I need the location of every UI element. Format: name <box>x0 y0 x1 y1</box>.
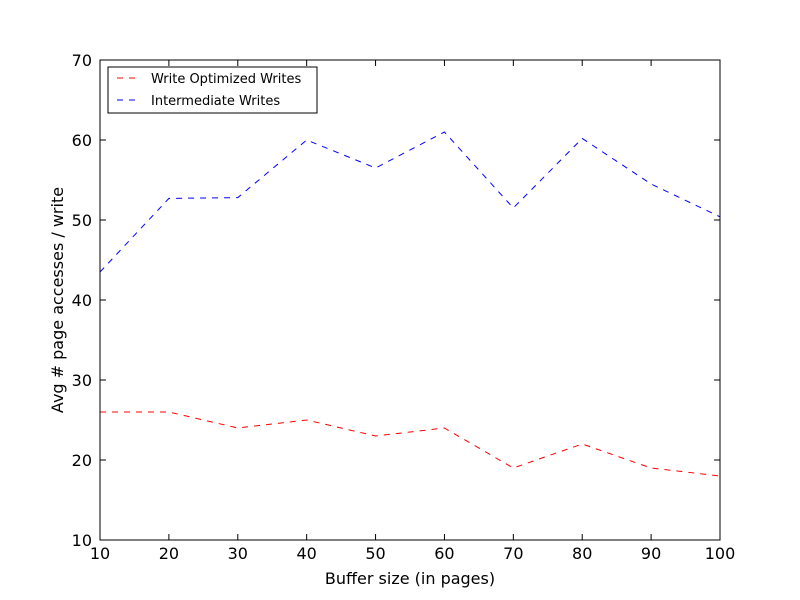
series-line-1 <box>100 411 721 477</box>
y-tick-label: 30 <box>72 371 92 390</box>
y-tick-label: 10 <box>72 531 92 550</box>
ticks-layer: 10 20 30 40 50 60 70 80 90 100 10 20 30 40 50 60 70 <box>72 51 736 563</box>
y-axis-label: Avg # page accesses / write <box>48 187 67 413</box>
x-tick-label: 50 <box>365 544 385 563</box>
x-tick-label: 90 <box>641 544 661 563</box>
y-tick-label: 40 <box>72 291 92 310</box>
x-axis-label: Buffer size (in pages) <box>325 569 495 588</box>
legend-label: Intermediate Writes <box>151 94 280 109</box>
series-line-2 <box>99 131 721 273</box>
x-tick-label: 70 <box>503 544 523 563</box>
y-tick-label: 60 <box>72 131 92 150</box>
y-tick-label: 20 <box>72 451 92 470</box>
x-tick-label: 20 <box>159 544 179 563</box>
x-tick-label: 10 <box>90 544 110 563</box>
x-tick-label: 40 <box>296 544 316 563</box>
x-tick-label: 100 <box>705 544 736 563</box>
series-layer <box>99 131 721 477</box>
y-tick-label: 50 <box>72 211 92 230</box>
legend-box <box>107 66 318 114</box>
x-tick-label: 60 <box>434 544 454 563</box>
x-tick-label: 80 <box>572 544 592 563</box>
legend-label: Write Optimized Writes <box>151 72 301 87</box>
y-tick-label: 70 <box>72 51 92 70</box>
x-tick-label: 30 <box>228 544 248 563</box>
legend: Write Optimized Writes Intermediate Write… <box>107 66 318 114</box>
